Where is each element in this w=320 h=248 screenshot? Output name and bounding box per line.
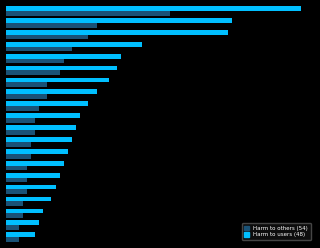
Bar xyxy=(6,166,27,170)
Bar xyxy=(6,6,301,11)
Bar xyxy=(6,70,60,75)
Bar xyxy=(6,189,27,194)
Bar xyxy=(6,101,88,106)
Bar xyxy=(6,213,23,218)
Bar xyxy=(6,149,68,154)
Bar xyxy=(6,154,31,158)
Bar xyxy=(6,47,72,51)
Bar xyxy=(6,118,35,123)
Bar xyxy=(6,220,39,225)
Bar xyxy=(6,197,52,201)
Bar xyxy=(6,106,39,111)
Bar xyxy=(6,82,47,87)
Bar xyxy=(6,178,27,182)
Bar xyxy=(6,142,31,147)
Bar xyxy=(6,54,121,59)
Bar xyxy=(6,78,109,82)
Bar xyxy=(6,23,97,28)
Bar xyxy=(6,130,35,135)
Bar xyxy=(6,42,141,47)
Bar xyxy=(6,173,60,178)
Bar xyxy=(6,232,35,237)
Bar xyxy=(6,59,64,63)
Bar xyxy=(6,137,72,142)
Bar xyxy=(6,161,64,166)
Bar xyxy=(6,209,43,213)
Bar xyxy=(6,66,117,70)
Bar xyxy=(6,237,19,242)
Bar xyxy=(6,125,76,130)
Bar xyxy=(6,18,232,23)
Bar xyxy=(6,11,170,16)
Bar xyxy=(6,30,228,35)
Bar xyxy=(6,201,23,206)
Bar xyxy=(6,113,80,118)
Bar xyxy=(6,35,88,39)
Bar xyxy=(6,94,47,99)
Bar xyxy=(6,185,56,189)
Legend: Harm to others (54), Harm to users (48): Harm to others (54), Harm to users (48) xyxy=(242,223,311,240)
Bar xyxy=(6,225,19,230)
Bar xyxy=(6,90,97,94)
